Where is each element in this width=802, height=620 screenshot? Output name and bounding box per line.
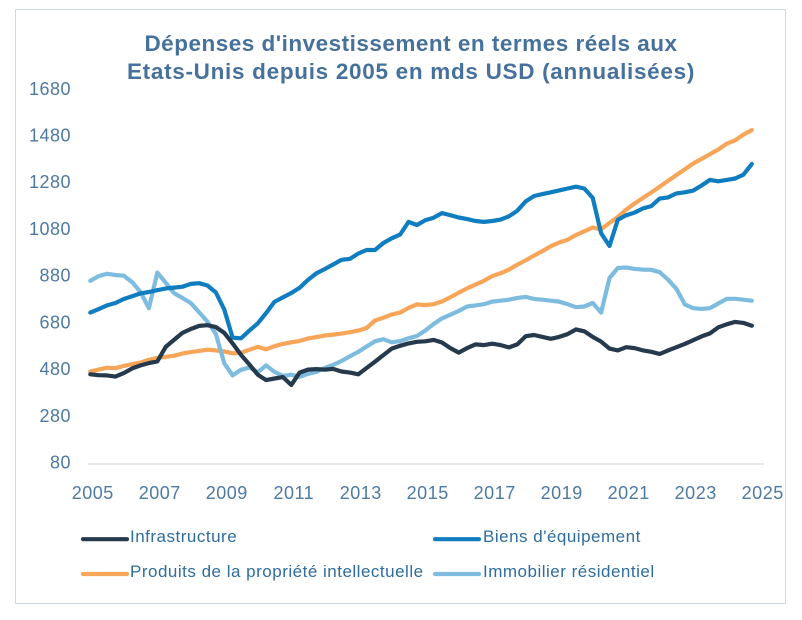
svg-text:2019: 2019 xyxy=(541,483,583,503)
svg-text:2007: 2007 xyxy=(139,483,181,503)
svg-text:2011: 2011 xyxy=(273,483,314,503)
svg-text:80: 80 xyxy=(50,453,71,473)
svg-text:Infrastructure: Infrastructure xyxy=(130,527,237,546)
svg-text:1680: 1680 xyxy=(29,79,71,99)
svg-text:2009: 2009 xyxy=(206,483,248,503)
svg-text:1080: 1080 xyxy=(29,219,71,239)
svg-text:880: 880 xyxy=(39,266,71,286)
svg-text:1280: 1280 xyxy=(29,172,71,192)
svg-text:Immobilier résidentiel: Immobilier résidentiel xyxy=(483,562,655,581)
svg-text:280: 280 xyxy=(39,406,71,426)
svg-text:480: 480 xyxy=(39,359,71,379)
svg-text:Produits de la propriété intel: Produits de la propriété intellectuelle xyxy=(130,562,424,581)
svg-text:Biens d'équipement: Biens d'équipement xyxy=(483,527,641,546)
svg-text:680: 680 xyxy=(39,312,71,332)
svg-text:2017: 2017 xyxy=(474,483,516,503)
svg-text:2025: 2025 xyxy=(742,483,784,503)
svg-text:1480: 1480 xyxy=(29,126,71,146)
svg-text:Dépenses d'investissement en t: Dépenses d'investissement en termes réel… xyxy=(144,31,677,56)
svg-text:2021: 2021 xyxy=(608,483,650,503)
svg-text:2013: 2013 xyxy=(340,483,382,503)
svg-text:2023: 2023 xyxy=(675,483,717,503)
svg-text:2015: 2015 xyxy=(407,483,449,503)
svg-text:Etats-Unis depuis 2005 en mds: Etats-Unis depuis 2005 en mds USD (annua… xyxy=(127,59,695,84)
svg-text:2005: 2005 xyxy=(72,483,114,503)
